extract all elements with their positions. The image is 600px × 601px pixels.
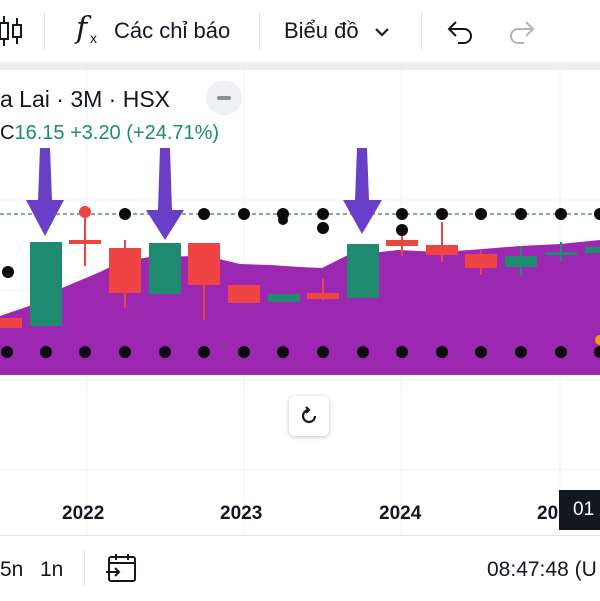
dot <box>317 208 329 220</box>
dot <box>278 215 288 225</box>
dot <box>1 346 13 358</box>
candle <box>426 245 458 255</box>
candle <box>149 243 181 294</box>
arrow-down-icon <box>146 148 184 240</box>
collapse-legend-button[interactable] <box>206 81 242 115</box>
candle <box>188 243 220 285</box>
dot <box>594 346 600 358</box>
dot <box>40 346 52 358</box>
signal-arrows <box>26 148 382 240</box>
interval-1-button[interactable]: 1n <box>40 558 64 581</box>
toolbar-divider <box>259 12 260 50</box>
undo-icon[interactable] <box>446 20 474 44</box>
dot <box>317 222 329 234</box>
candle <box>0 318 22 328</box>
chart-type-label: Biểu đồ <box>284 18 359 43</box>
toolbar-divider <box>44 12 45 50</box>
dot <box>396 346 408 358</box>
marker-dot <box>79 206 91 218</box>
candle <box>347 244 379 298</box>
reset-chart-button[interactable] <box>289 396 329 436</box>
interval-5-button[interactable]: 5n <box>0 558 24 581</box>
dot <box>198 346 210 358</box>
legend-values: C16.15 +3.20 (+24.71%) <box>0 122 219 145</box>
candle <box>307 293 339 299</box>
toolbar-divider <box>421 12 422 50</box>
indicators-button[interactable]: f x Các chỉ báo <box>70 8 240 54</box>
dot <box>119 346 131 358</box>
dot <box>238 208 250 220</box>
refresh-icon <box>301 406 317 424</box>
dot <box>238 346 250 358</box>
chevron-down-icon <box>375 28 389 37</box>
candle <box>545 252 577 255</box>
upper-dots <box>2 208 600 278</box>
redo-icon[interactable] <box>508 20 536 44</box>
dot <box>277 346 289 358</box>
dot <box>436 346 448 358</box>
candle <box>585 247 600 253</box>
symbol-title: a Lai · 3M · HSX <box>0 86 170 112</box>
candlestick-icon[interactable] <box>0 14 24 48</box>
candle <box>386 240 418 246</box>
dot <box>357 346 369 358</box>
candle <box>505 256 537 267</box>
dot <box>515 346 527 358</box>
candle <box>228 285 260 303</box>
change-value: +3.20 (+24.71%) <box>70 122 220 144</box>
dot <box>555 346 567 358</box>
dot <box>396 208 408 220</box>
fx-icon: f <box>76 11 88 46</box>
fx-sub-icon: x <box>90 30 97 46</box>
candle <box>465 254 497 268</box>
current-date-badge: 01 <box>559 490 600 530</box>
dot <box>79 346 91 358</box>
x-axis-label: 2023 <box>220 503 263 524</box>
chart-type-button[interactable]: Biểu đồ <box>276 8 406 54</box>
close-value: 16.15 <box>14 122 65 144</box>
dot <box>119 208 131 220</box>
dot <box>475 346 487 358</box>
calendar-goto-icon[interactable] <box>106 552 138 584</box>
toolbar-shadow-band <box>0 62 600 70</box>
candle <box>268 294 300 302</box>
bottom-divider <box>84 550 85 586</box>
dot <box>198 208 210 220</box>
close-prefix: C <box>0 122 15 144</box>
x-axis-label: 20 <box>537 503 559 524</box>
arrow-down-icon <box>343 148 382 234</box>
dot <box>475 208 487 220</box>
dot <box>2 266 14 278</box>
top-toolbar: f x Các chỉ báo Biểu đồ <box>0 0 600 62</box>
candle <box>69 240 101 244</box>
dot <box>396 224 408 236</box>
dot <box>555 208 567 220</box>
candle <box>30 242 62 326</box>
x-axis-label: 2022 <box>62 503 105 524</box>
dot <box>436 208 448 220</box>
dot <box>317 346 329 358</box>
candles <box>0 218 600 328</box>
lower-dots <box>1 346 600 358</box>
price-chart[interactable] <box>0 70 600 535</box>
dot <box>159 346 171 358</box>
candle <box>109 248 141 293</box>
clock-time[interactable]: 08:47:48 (U <box>487 558 597 581</box>
dot <box>594 208 600 220</box>
orange-dot <box>595 335 600 345</box>
indicators-label: Các chỉ báo <box>114 18 231 43</box>
bottom-bar: 5n 1n 08:47:48 (U <box>0 535 600 601</box>
dot <box>515 208 527 220</box>
x-axis-label: 2024 <box>379 503 422 524</box>
arrow-down-icon <box>26 148 64 236</box>
